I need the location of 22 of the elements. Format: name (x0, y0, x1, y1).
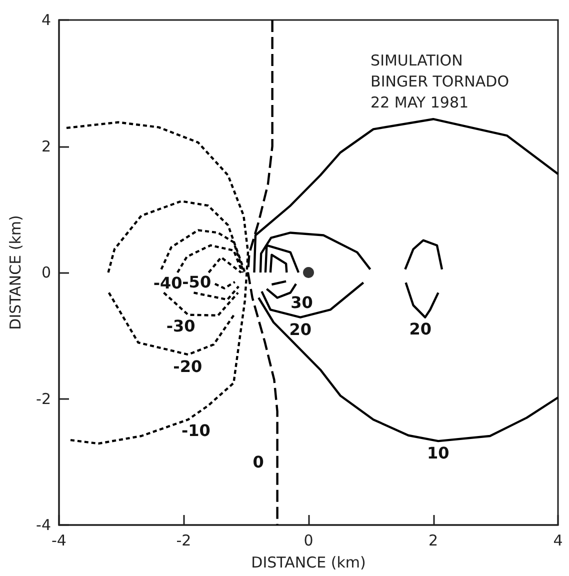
x-tick-label: 2 (428, 532, 438, 550)
annotation: -30 (166, 316, 196, 336)
annotation: 20 (289, 320, 312, 339)
x-axis-title: DISTANCE (km) (251, 554, 366, 572)
annotation: -50 (182, 272, 212, 292)
y-tick-label: 2 (41, 137, 51, 156)
y-tick-label: 0 (41, 264, 51, 282)
x-tick-label: 0 (304, 532, 314, 550)
y-tick-label: 4 (41, 11, 51, 29)
annotation: 30 (290, 292, 313, 312)
annotation: 0 (252, 452, 264, 472)
y-tick-label: -4 (36, 516, 51, 534)
y-axis-title: DISTANCE (km) (6, 215, 24, 330)
x-tick-label: -2 (176, 532, 192, 550)
annotation: 20 (409, 319, 432, 338)
annotation: -10 (182, 421, 210, 440)
annotation: 10 (426, 444, 450, 463)
annotation: -20 (173, 357, 202, 376)
y-tick-label: -2 (36, 390, 51, 408)
annotation: -40 (153, 273, 182, 292)
annotation: SIMULATION BINGER TORNADO 22 MAY 1981 (370, 52, 510, 112)
x-tick-label: 4 (553, 532, 563, 550)
